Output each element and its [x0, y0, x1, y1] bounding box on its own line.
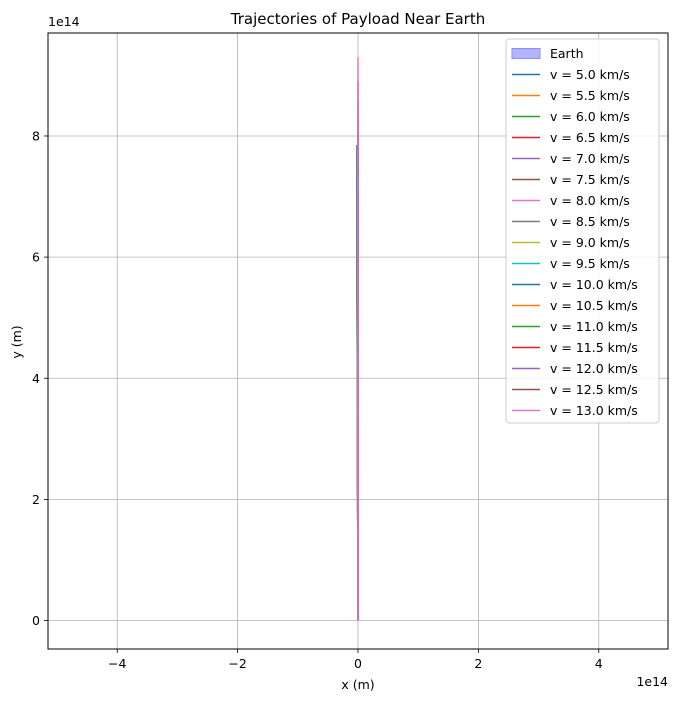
- legend-label: v = 7.5 km/s: [550, 172, 630, 187]
- legend-frame: [505, 38, 660, 424]
- axis-ticks: −4 −2 0 2 4 0 2 4 6 8: [32, 128, 603, 671]
- legend-label: v = 12.0 km/s: [550, 361, 638, 376]
- legend-label: v = 10.5 km/s: [550, 298, 638, 313]
- legend-earth-patch: [511, 48, 541, 59]
- legend-label: v = 13.0 km/s: [550, 403, 638, 418]
- legend-label: v = 9.0 km/s: [550, 235, 630, 250]
- legend-label: v = 8.5 km/s: [550, 214, 630, 229]
- legend-label: v = 12.5 km/s: [550, 382, 638, 397]
- legend-label: v = 7.0 km/s: [550, 151, 630, 166]
- x-axis-offset-label: 1e14: [636, 674, 668, 689]
- y-tick-label: 4: [32, 371, 40, 386]
- legend-label: v = 6.5 km/s: [550, 130, 630, 145]
- x-tick-label: −4: [108, 656, 126, 671]
- y-tick-label: 6: [32, 250, 40, 265]
- y-tick-label: 2: [32, 492, 40, 507]
- legend-label: v = 5.5 km/s: [550, 88, 630, 103]
- y-axis-offset-label: 1e14: [48, 14, 80, 29]
- x-tick-label: 0: [354, 656, 362, 671]
- x-tick-label: 2: [474, 656, 482, 671]
- x-axis-label: x (m): [341, 677, 374, 692]
- series-lines: [356, 57, 359, 621]
- y-tick-label: 0: [32, 613, 40, 628]
- chart-title: Trajectories of Payload Near Earth: [230, 10, 485, 28]
- x-tick-label: −2: [228, 656, 246, 671]
- legend-label: v = 10.0 km/s: [550, 277, 638, 292]
- legend-label: v = 8.0 km/s: [550, 193, 630, 208]
- legend-label: v = 5.0 km/s: [550, 67, 630, 82]
- y-tick-label: 8: [32, 128, 40, 143]
- legend-label: v = 6.0 km/s: [550, 109, 630, 124]
- legend: Earth v = 5.0 km/s v = 5.5 km/s v = 6.0 km/…: [505, 38, 660, 424]
- legend-label: v = 9.5 km/s: [550, 256, 630, 271]
- legend-label-earth: Earth: [550, 46, 584, 61]
- y-axis-label: y (m): [9, 325, 24, 358]
- legend-label: v = 11.5 km/s: [550, 340, 638, 355]
- legend-label: v = 11.0 km/s: [550, 319, 638, 334]
- x-tick-label: 4: [595, 656, 603, 671]
